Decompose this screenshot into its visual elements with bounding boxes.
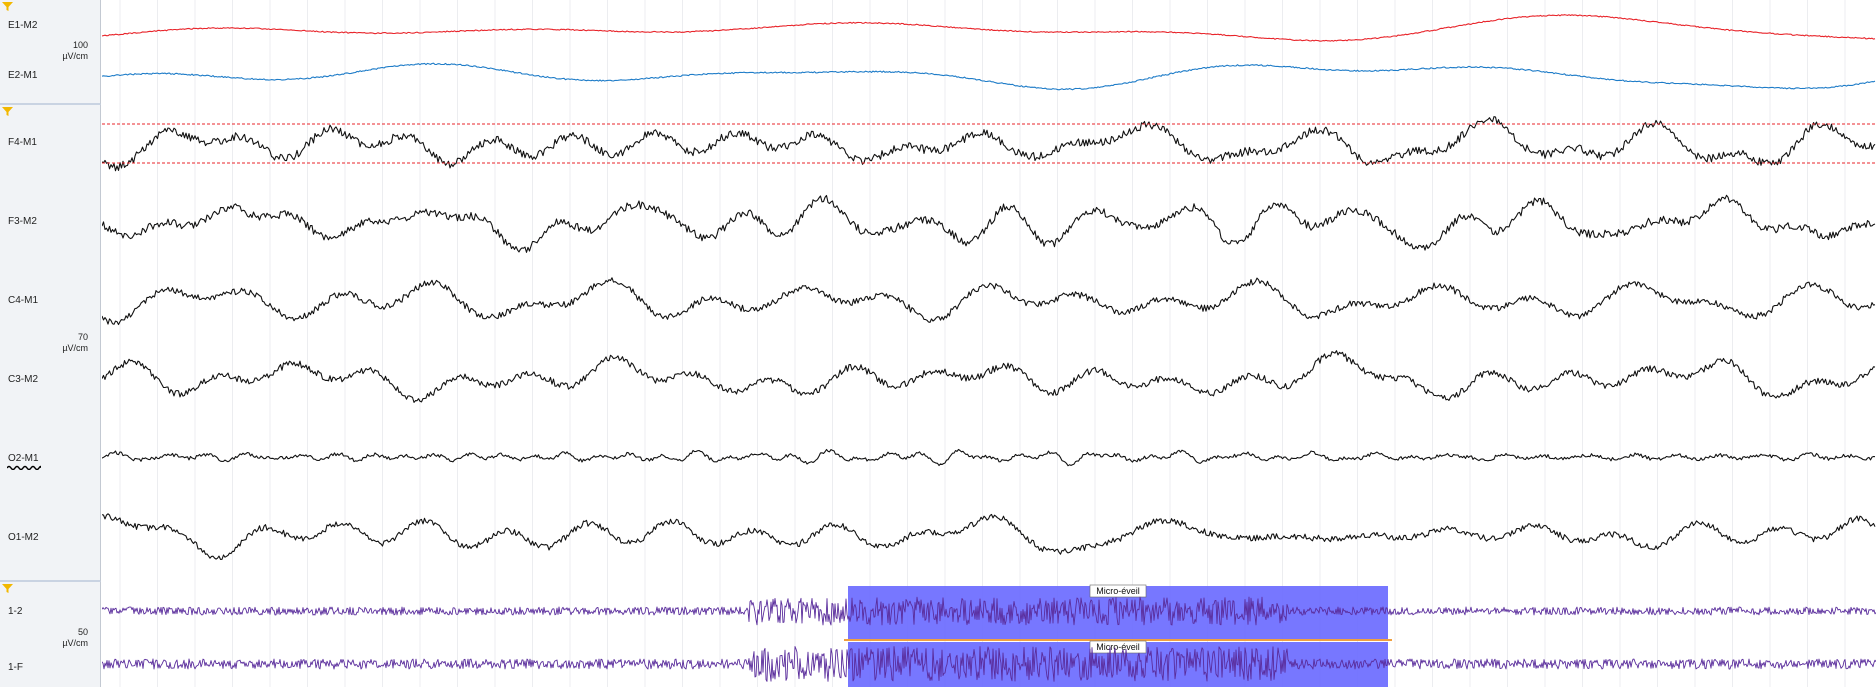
threshold-layer [102,123,1876,164]
event-layer: Micro-éveil Micro-éveil [844,584,1392,687]
trace-o2-m1[interactable] [102,448,1876,467]
channel-label-1-2[interactable]: 1-2 [8,606,23,617]
channel-label-e2-m1[interactable]: E2-M1 [8,70,38,81]
signal-trace-area[interactable]: Micro-éveil Micro-éveil [102,0,1876,687]
channel-label-f4-m1[interactable]: F4-M1 [8,137,37,148]
event-label-text: Micro-éveil [1096,642,1140,652]
event-label-1-f[interactable]: Micro-éveil [1089,640,1147,654]
trace-e1-m2[interactable] [102,14,1876,42]
scale-label-eog[interactable]: 100 µV/cm [48,40,88,62]
trace-e2-m1[interactable] [102,62,1876,91]
channel-group-emg: 1-2 1-F 50 µV/cm [0,582,101,687]
trace-c3-m2[interactable] [102,350,1876,403]
time-grid [119,0,1846,687]
funnel-icon[interactable] [2,584,13,593]
funnel-icon[interactable] [2,2,13,11]
event-label-1-2[interactable]: Micro-éveil [1089,584,1147,598]
trace-layer [102,14,1876,682]
scale-label-eeg[interactable]: 70 µV/cm [48,332,88,354]
channel-label-c3-m2[interactable]: C3-M2 [8,374,39,385]
scale-label-emg[interactable]: 50 µV/cm [48,627,88,649]
channel-label-o1-m2[interactable]: O1-M2 [8,532,39,543]
trace-1-2[interactable] [102,596,1876,626]
channel-group-eeg: F4-M1 F3-M2 C4-M1 C3-M2 O2-M1 O1-M2 70 µ… [0,105,101,582]
scale-value: 100 [72,40,88,50]
scale-value: 50 [77,627,88,637]
trace-o1-m2[interactable] [102,513,1876,560]
channel-label-1-f[interactable]: 1-F [8,662,23,673]
channel-label-o2-m1[interactable]: O2-M1 [8,453,39,464]
channel-group-eog: E1-M2 E2-M1 100 µV/cm [0,0,101,105]
scale-unit: µV/cm [62,343,88,353]
funnel-icon[interactable] [2,107,13,116]
trace-f3-m2[interactable] [102,194,1876,253]
event-label-text: Micro-éveil [1096,586,1140,596]
trace-1-f[interactable] [102,646,1876,682]
channel-label-f3-m2[interactable]: F3-M2 [8,216,37,227]
trace-c4-m1[interactable] [102,277,1876,326]
scale-value: 70 [77,332,88,342]
warning-squiggle-icon [7,465,41,470]
scale-unit: µV/cm [62,638,88,648]
channel-label-e1-m2[interactable]: E1-M2 [8,20,38,31]
channel-sidebar: E1-M2 E2-M1 100 µV/cm F4-M1 F3-M2 C4-M1 … [0,0,102,687]
trace-f4-m1[interactable] [102,116,1876,172]
scale-unit: µV/cm [62,51,88,61]
channel-label-c4-m1[interactable]: C4-M1 [8,295,39,306]
